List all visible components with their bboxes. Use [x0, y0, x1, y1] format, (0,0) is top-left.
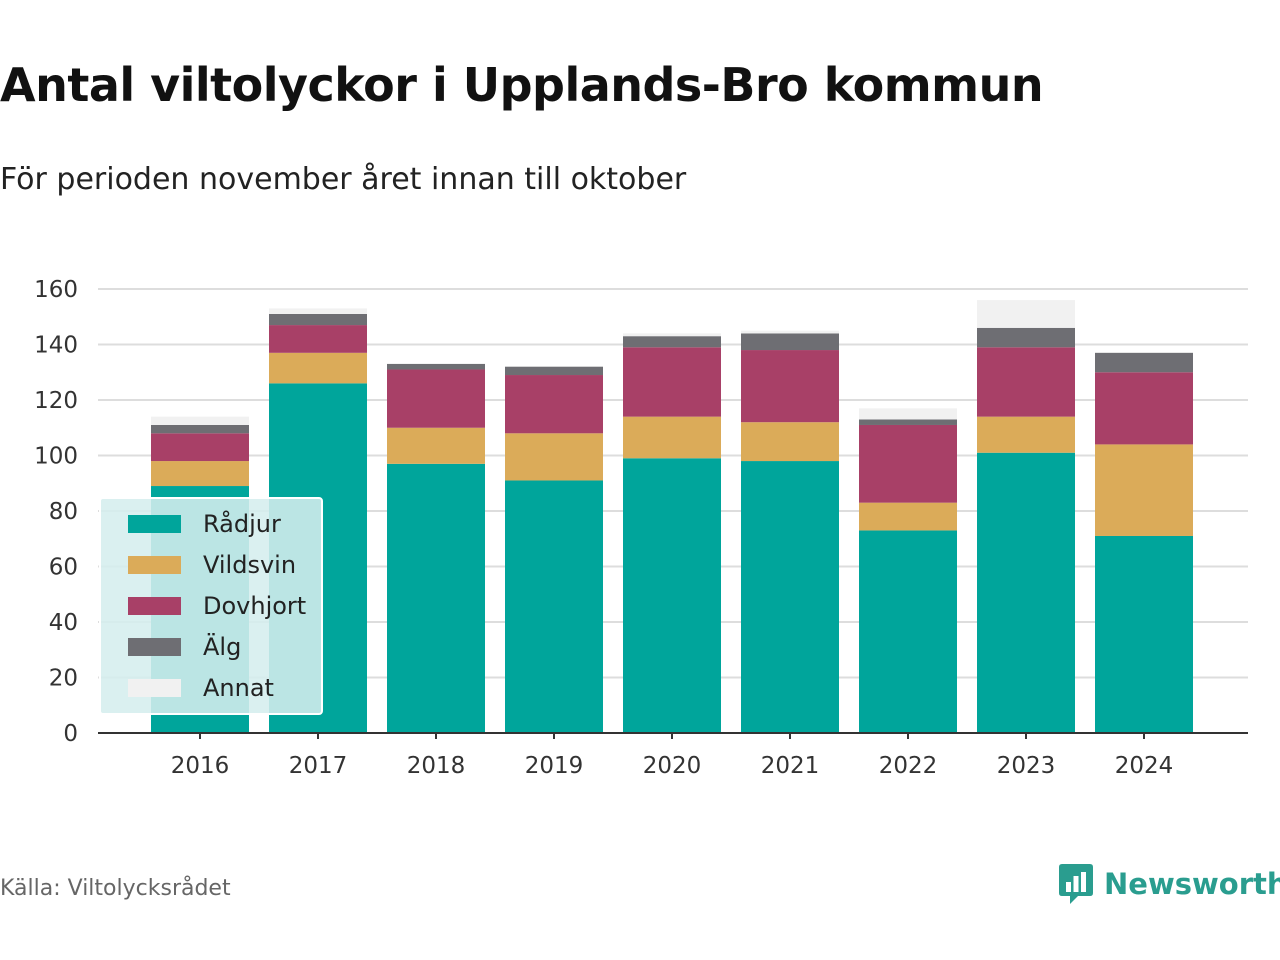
bar-segment	[741, 422, 839, 462]
y-tick-label: 80	[49, 499, 78, 525]
bar-segment	[387, 363, 485, 370]
bar-segment	[859, 408, 957, 420]
y-tick-label: 0	[63, 721, 78, 747]
legend-label: Rådjur	[203, 509, 281, 538]
bar-segment	[977, 327, 1075, 348]
x-tick-label: 2017	[289, 753, 348, 779]
x-tick-label: 2016	[171, 753, 230, 779]
chart-title: Antal viltolyckor i Upplands-Bro kommun	[0, 58, 1044, 112]
x-tick-label: 2018	[407, 753, 466, 779]
bar-segment	[505, 480, 603, 733]
bar-segment	[505, 375, 603, 434]
bar-segment	[623, 347, 721, 417]
source-note: Källa: Viltolycksrådet	[0, 876, 231, 901]
bar-segment	[269, 352, 367, 384]
bar-segment	[1095, 444, 1193, 536]
bar-segment	[623, 416, 721, 459]
x-tick-label: 2020	[643, 753, 702, 779]
bar-segment	[977, 416, 1075, 453]
bar-segment	[623, 333, 721, 337]
bar-segment	[387, 427, 485, 464]
bar-segment	[977, 452, 1075, 733]
y-tick-label: 120	[34, 388, 78, 414]
stacked-bar-chart: 0 20 40 60 80 100 120 140 160 2016 2017 2018 2019 202…	[34, 277, 1248, 779]
x-tick-label: 2021	[761, 753, 820, 779]
bar-segment	[151, 433, 249, 462]
legend-swatch	[128, 679, 181, 697]
x-tick-label: 2019	[525, 753, 584, 779]
bar-segment	[151, 461, 249, 487]
legend-label: Annat	[203, 674, 274, 702]
y-tick-label: 100	[34, 444, 78, 470]
bar-segment	[623, 336, 721, 348]
bar-segment	[387, 369, 485, 428]
bar-segment	[1095, 352, 1193, 373]
brand-logo: Newsworthy	[1058, 862, 1280, 906]
bar-segment	[741, 461, 839, 733]
bar-segment	[387, 463, 485, 733]
bar-segment	[151, 424, 249, 434]
bar-segment	[859, 502, 957, 531]
legend-label: Dovhjort	[203, 592, 306, 620]
bar-segment	[1095, 372, 1193, 445]
bar-segment	[505, 433, 603, 481]
bar-segment	[269, 325, 367, 353]
bar-segment	[741, 350, 839, 423]
y-tick-label: 160	[34, 277, 78, 303]
bar-segment	[859, 419, 957, 425]
bar-segment	[623, 458, 721, 733]
y-tick-label: 20	[49, 666, 78, 692]
legend-swatch	[128, 556, 181, 574]
x-tick-label: 2023	[997, 753, 1056, 779]
bar-segment	[269, 313, 367, 326]
legend-swatch	[128, 515, 181, 533]
bar-segment	[859, 424, 957, 503]
bar-segment	[977, 300, 1075, 328]
y-tick-label: 40	[49, 610, 78, 636]
bar-segment	[151, 416, 249, 425]
legend-swatch	[128, 597, 181, 615]
bar-segment	[1095, 535, 1193, 733]
x-tick-label: 2022	[879, 753, 938, 779]
chart-subtitle: För perioden november året innan till ok…	[0, 162, 687, 197]
bar-segment	[741, 330, 839, 334]
brand-name: Newsworthy	[1104, 867, 1280, 901]
bar-segment	[505, 366, 603, 376]
bar-segment	[741, 333, 839, 351]
y-tick-label: 60	[49, 555, 78, 581]
bar-segment	[269, 308, 367, 314]
y-tick-label: 140	[34, 333, 78, 359]
bar-segment	[859, 530, 957, 733]
bar-chart-speech-bubble-icon	[1059, 864, 1093, 904]
bar-segment	[977, 347, 1075, 417]
x-tick-label: 2024	[1115, 753, 1174, 779]
legend-label: Vildsvin	[203, 551, 296, 579]
legend-label: Älg	[203, 632, 241, 661]
legend-swatch	[128, 638, 181, 656]
legend-box	[99, 497, 323, 715]
